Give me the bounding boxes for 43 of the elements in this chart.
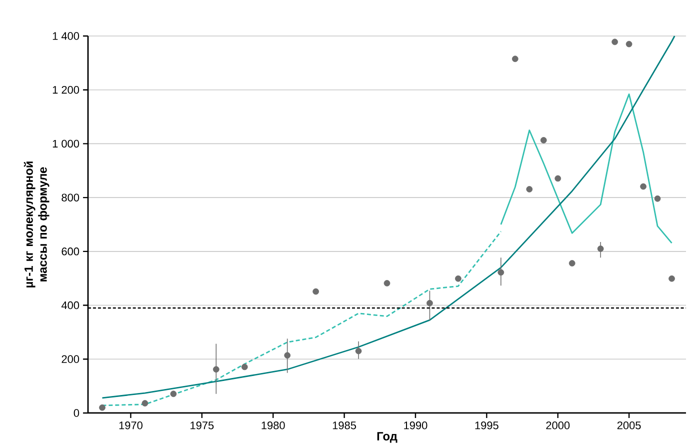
point [426,300,433,306]
point [568,260,576,266]
point [654,195,661,202]
y-tick-label: 600 [62,248,80,256]
y-tick-label: 0 [74,409,80,417]
y-tick-label: 1 400 [52,32,80,40]
point [212,366,220,373]
point [99,404,106,411]
point [355,348,362,354]
x-tick-label: 1990 [404,421,428,430]
point [241,364,248,370]
point [668,275,675,282]
y-axis-title: µг-1 кг молекулярной массы по формуле [24,162,50,288]
point [142,400,148,406]
point [554,175,562,182]
y-tick-label: 200 [62,355,80,363]
point [312,288,319,295]
x-axis-title: Год [377,432,398,443]
y-tick-label: 800 [62,194,80,202]
line-series [102,35,676,399]
x-tick-label: 1985 [332,421,356,430]
x-tick-label: 1995 [475,421,498,430]
x-tick-label: 2005 [617,421,641,430]
point [384,280,390,286]
y-tick-label: 1 000 [52,140,80,148]
line-series [500,93,672,244]
point [526,186,533,192]
point [170,390,177,398]
point [597,246,604,252]
point [284,352,291,359]
point [512,56,518,62]
point [612,38,618,46]
x-tick-label: 1980 [262,421,285,430]
point [455,275,462,282]
x-tick-label: 2000 [546,421,570,430]
x-tick-label: 1970 [119,421,142,430]
y-tick-label: 400 [61,301,80,310]
point [626,40,632,48]
x-tick-label: 1975 [190,421,214,430]
point [498,269,504,276]
point [640,183,646,190]
y-tick-label: 1 200 [52,86,80,94]
point [540,137,547,144]
